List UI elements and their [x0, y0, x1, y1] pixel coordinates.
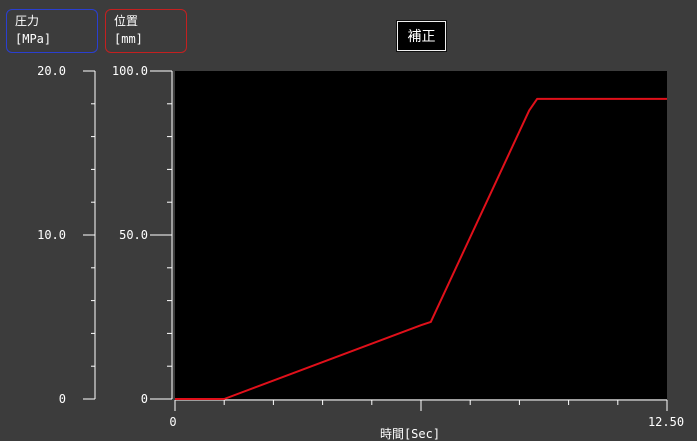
position-tick-label: 50.0	[119, 228, 148, 242]
correct-button[interactable]: 補正	[396, 20, 447, 52]
position-unit: [mm]	[114, 32, 143, 46]
time-tick-label: 0	[169, 415, 176, 429]
pressure-legend: 圧力 [MPa]	[6, 9, 98, 53]
position-tick-label: 0	[141, 392, 148, 406]
pressure-tick-label: 20.0	[37, 64, 66, 78]
position-legend: 位置 [mm]	[105, 9, 187, 53]
time-tick-label: 12.50	[648, 415, 684, 429]
pressure-unit: [MPa]	[15, 32, 52, 46]
pressure-tick-label: 0	[59, 392, 66, 406]
pressure-label: 圧力	[15, 14, 40, 28]
pressure-tick-label: 10.0	[37, 228, 66, 242]
time-axis-label: 時間[Sec]	[380, 427, 440, 441]
position-tick-label: 100.0	[112, 64, 148, 78]
position-series-line	[175, 97, 667, 400]
plot-area	[175, 71, 667, 399]
position-label: 位置	[114, 14, 139, 28]
